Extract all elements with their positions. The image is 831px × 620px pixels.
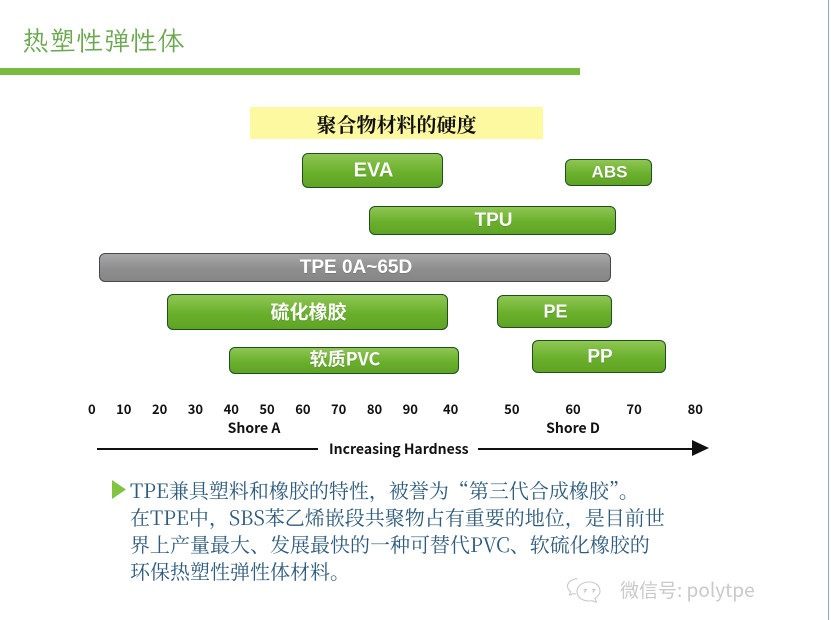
svg-text:软质PVC: 软质PVC <box>310 347 381 372</box>
svg-text:硫化橡胶: 硫化橡胶 <box>270 298 346 325</box>
svg-text:TPU: TPU <box>475 210 513 231</box>
svg-text:TPE 0A~65D: TPE 0A~65D <box>300 257 412 278</box>
svg-text:PP: PP <box>587 347 613 368</box>
svg-text:PE: PE <box>543 302 567 322</box>
svg-text:ABS: ABS <box>592 163 628 182</box>
svg-text:EVA: EVA <box>354 160 394 182</box>
